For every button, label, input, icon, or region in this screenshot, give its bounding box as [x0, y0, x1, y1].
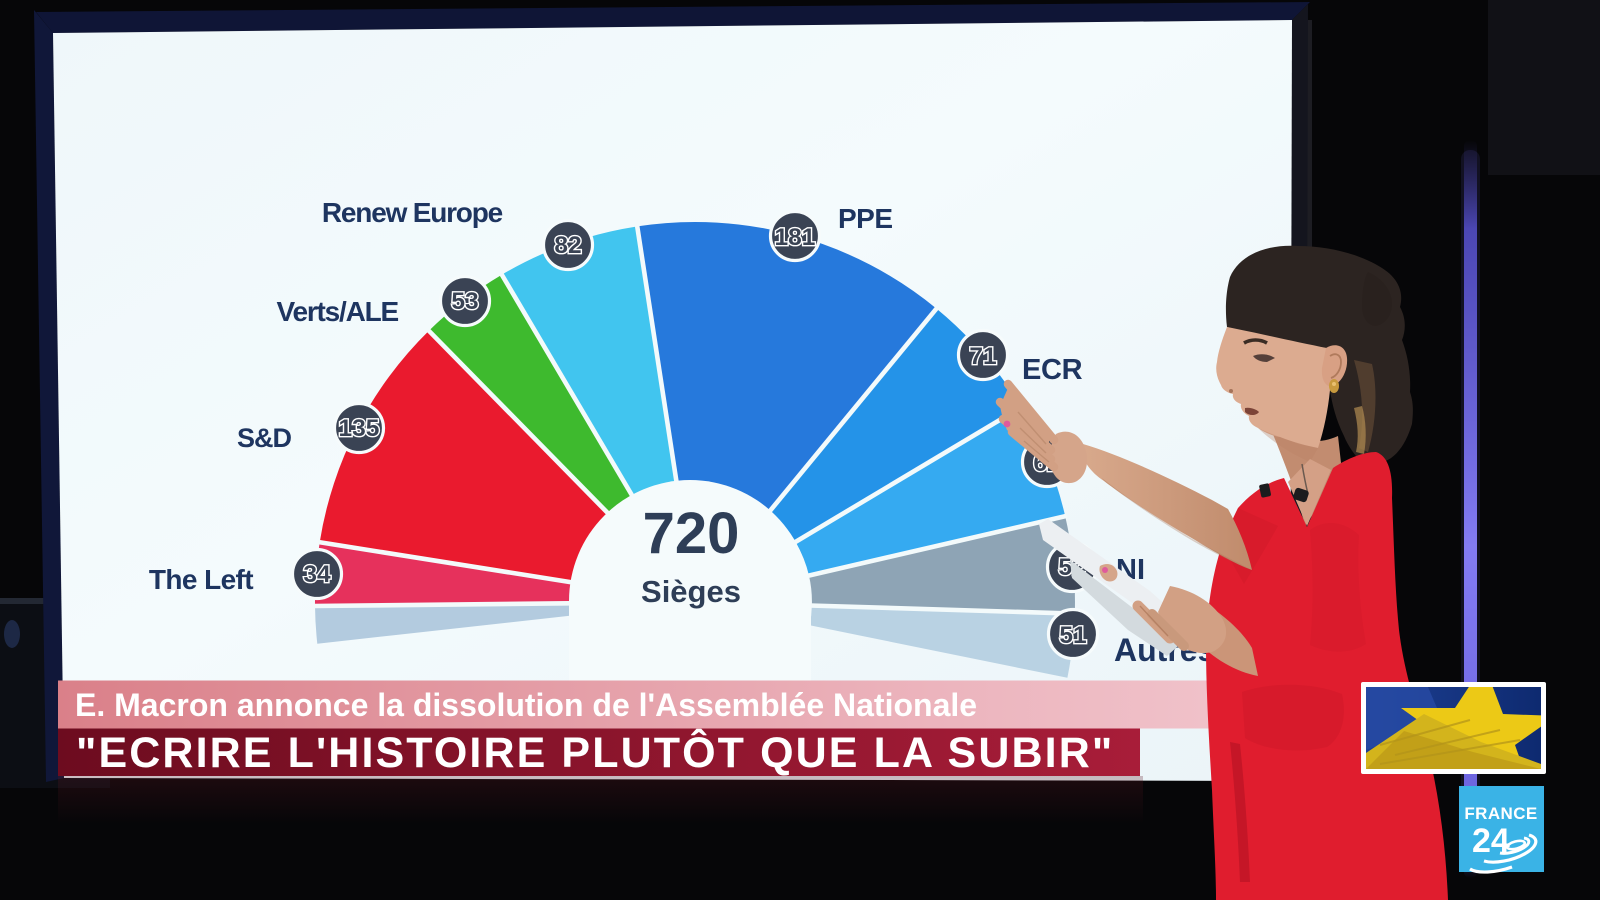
svg-text:Verts/ALE: Verts/ALE [277, 296, 399, 327]
svg-text:Renew Europe: Renew Europe [322, 197, 503, 228]
svg-text:135: 135 [339, 415, 380, 442]
svg-text:720: 720 [643, 501, 740, 566]
svg-text:S&D: S&D [237, 423, 292, 453]
svg-text:E. Macron annonce la dissoluti: E. Macron annonce la dissolution de l'As… [75, 687, 977, 723]
svg-text:PPE: PPE [838, 203, 893, 234]
svg-text:71: 71 [969, 343, 996, 370]
svg-text:The Left: The Left [149, 564, 253, 595]
svg-text:FRANCE: FRANCE [1464, 804, 1537, 823]
svg-text:181: 181 [775, 224, 816, 251]
svg-text:82: 82 [554, 232, 581, 259]
svg-text:ECR: ECR [1022, 354, 1083, 386]
svg-text:"ECRIRE L'HISTOIRE PLUTÔT QUE: "ECRIRE L'HISTOIRE PLUTÔT QUE LA SUBIR" [76, 728, 1114, 777]
svg-text:53: 53 [451, 288, 478, 315]
svg-text:34: 34 [303, 561, 331, 588]
svg-text:51: 51 [1059, 622, 1086, 649]
svg-text:Sièges: Sièges [641, 574, 741, 609]
